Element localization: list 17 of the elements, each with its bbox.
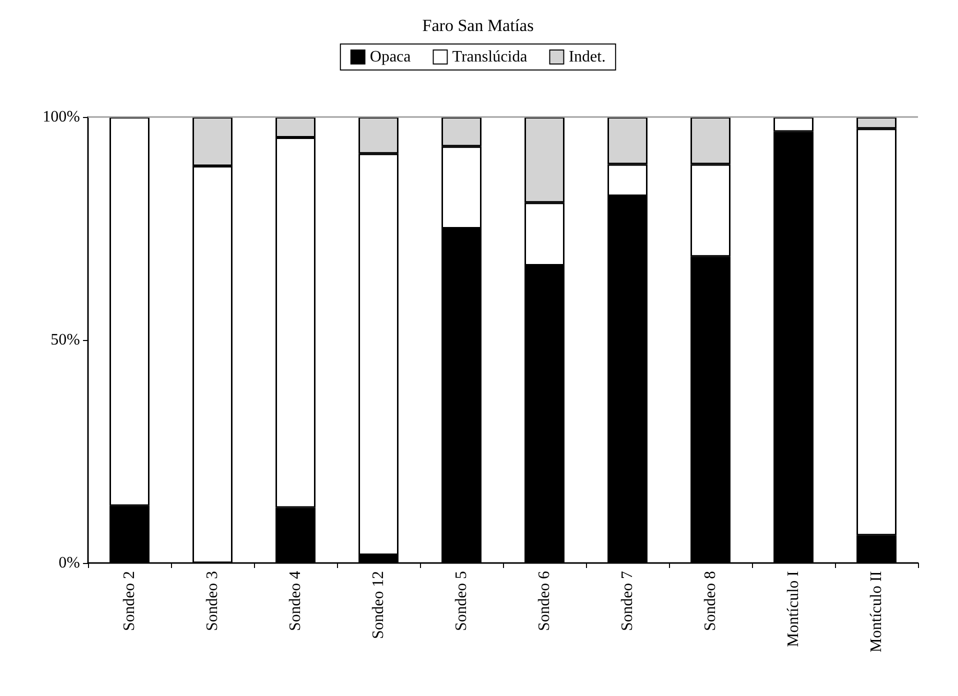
x-tick-label: Sondeo 2 [121, 571, 138, 631]
x-tick-label: Sondeo 12 [370, 571, 387, 639]
x-tick-label: Sondeo 8 [702, 571, 719, 631]
legend-label: Indet. [568, 48, 606, 66]
x-tick-label: Sondeo 4 [287, 571, 304, 631]
x-tick-label: Montículo II [868, 571, 885, 652]
y-tick-label: 50% [50, 332, 80, 348]
x-tick-label: Sondeo 7 [619, 571, 636, 631]
x-tick-label: Sondeo 3 [204, 571, 221, 631]
x-tick-label: Sondeo 6 [536, 571, 553, 631]
x-tick-label: Sondeo 5 [453, 571, 470, 631]
y-tick-label: 100% [42, 108, 80, 126]
chart-title: Faro San Matías [422, 16, 534, 35]
y-tick-label: 0% [58, 554, 80, 572]
legend-label: Opaca [370, 48, 411, 66]
x-tick-label: Montículo I [785, 571, 802, 647]
legend-label: Translúcida [452, 48, 528, 66]
